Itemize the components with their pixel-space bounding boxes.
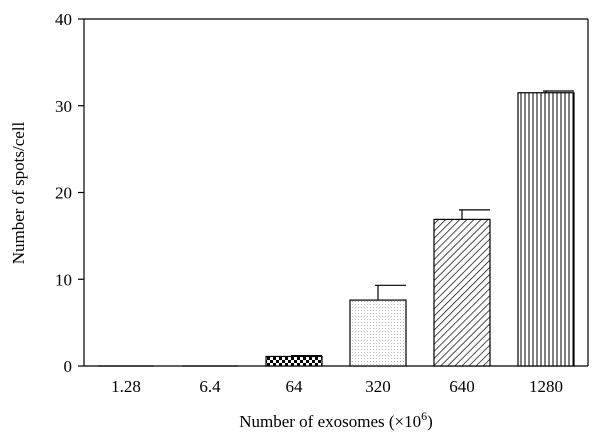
x-tick-label: 640	[449, 377, 475, 396]
y-tick-label: 10	[55, 270, 72, 289]
x-axis-label-main: Number of exosomes (×10	[239, 412, 421, 431]
bar-320	[349, 299, 407, 367]
bar-1280	[517, 92, 575, 367]
bars	[98, 90, 575, 367]
y-tick-label: 0	[64, 357, 73, 376]
y-tick-label: 20	[55, 184, 72, 203]
x-tick-label: 6.4	[199, 377, 221, 396]
bar-640	[433, 218, 491, 367]
y-axis-ticks: 0 10 20 30 40	[55, 10, 84, 376]
bar-64	[265, 355, 323, 367]
y-axis-label: Number of spots/cell	[9, 121, 28, 264]
x-axis-label-suffix: )	[427, 412, 433, 431]
y-tick-label: 40	[55, 10, 72, 29]
x-tick-label: 320	[365, 377, 391, 396]
plot-frame	[83, 18, 589, 367]
x-tick-label: 64	[286, 377, 304, 396]
x-axis-label: Number of exosomes (×106)	[239, 409, 433, 431]
x-axis-label-exponent: 6	[421, 409, 427, 423]
x-tick-label: 1.28	[111, 377, 141, 396]
x-axis-ticks: 1.28 6.4 64 320 640 1280	[111, 377, 563, 396]
y-tick-label: 30	[55, 97, 72, 116]
x-tick-label: 1280	[529, 377, 563, 396]
